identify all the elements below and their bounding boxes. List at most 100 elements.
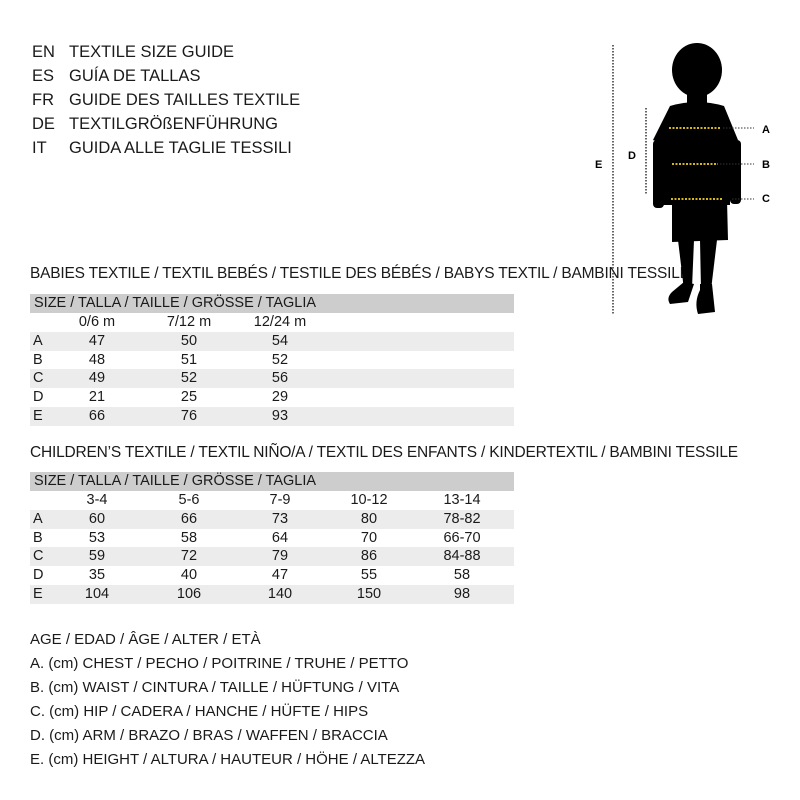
table-row: E 104 106 140 150 98	[30, 584, 514, 604]
table-cell: 66	[88, 407, 106, 424]
language-title: GUÍA DE TALLAS	[69, 67, 201, 85]
legend-line: B. (cm) WAIST / CINTURA / TAILLE / HÜFTU…	[30, 679, 400, 696]
size-header-bar: SIZE / TALLA / TAILLE / GRÖSSE / TAGLIA	[30, 472, 514, 491]
table-cell: 93	[271, 407, 289, 424]
language-code: IT	[32, 139, 47, 157]
table-cell: 40	[180, 567, 198, 584]
column-header: 0/6 m	[78, 314, 116, 330]
table-cell: 150	[356, 585, 382, 602]
column-header: 10-12	[350, 492, 388, 508]
table-cell: 73	[271, 511, 289, 527]
column-header-row: 0/6 m 7/12 m 12/24 m	[30, 313, 514, 332]
table-cell: 72	[180, 548, 198, 565]
table-cell: 55	[360, 567, 378, 584]
table-row: A 47 50 54	[30, 332, 514, 351]
size-header-bar: SIZE / TALLA / TAILLE / GRÖSSE / TAGLIA	[30, 294, 514, 313]
table-cell: 50	[180, 333, 198, 349]
size-header-label: SIZE / TALLA / TAILLE / GRÖSSE / TAGLIA	[34, 473, 317, 489]
table-row: C 49 52 56	[30, 369, 514, 389]
table-cell: 21	[88, 389, 106, 406]
row-label: A	[33, 333, 43, 349]
table-cell: 98	[453, 585, 471, 602]
table-cell: 54	[271, 333, 289, 349]
table-cell: 76	[180, 407, 198, 424]
column-header: 3-4	[86, 492, 108, 508]
table-cell: 35	[88, 567, 106, 584]
legend-line: AGE / EDAD / ÂGE / ALTER / ETÀ	[30, 631, 261, 648]
language-code: FR	[32, 91, 54, 109]
table-cell: 80	[360, 511, 378, 527]
language-title: TEXTILGRÖßENFÜHRUNG	[69, 115, 279, 133]
table-cell: 52	[271, 351, 289, 368]
table-row: B 48 51 52	[30, 351, 514, 370]
column-header-row: 3-4 5-6 7-9 10-12 13-14	[30, 491, 514, 510]
row-label: B	[33, 351, 43, 368]
language-code: ES	[32, 67, 55, 85]
table-cell: 47	[271, 567, 289, 584]
column-header: 7/12 m	[166, 314, 212, 330]
table-row: D 35 40 47 55 58	[30, 566, 514, 585]
table-cell: 47	[88, 333, 106, 349]
table-cell: 64	[271, 529, 289, 546]
table-cell: 66-70	[443, 529, 481, 546]
table-cell: 53	[88, 529, 106, 546]
table-cell: 78-82	[443, 511, 481, 527]
child-silhouette-diagram: E D A B C	[595, 43, 770, 315]
row-label: E	[33, 585, 43, 602]
row-label: E	[33, 407, 43, 424]
language-title: GUIDE DES TAILLES TEXTILE	[69, 91, 301, 109]
row-label: B	[33, 529, 43, 546]
legend-line: D. (cm) ARM / BRAZO / BRAS / WAFFEN / BR…	[30, 727, 388, 744]
babies-heading: BABIES TEXTILE / TEXTIL BEBÉS / TESTILE …	[30, 265, 690, 282]
table-cell: 58	[180, 529, 198, 546]
table-cell: 59	[88, 548, 106, 565]
size-header-label: SIZE / TALLA / TAILLE / GRÖSSE / TAGLIA	[34, 295, 317, 311]
label-e: E	[595, 159, 602, 171]
table-cell: 25	[180, 389, 198, 406]
table-row: B 53 58 64 70 66-70	[30, 529, 514, 548]
column-header: 12/24 m	[253, 314, 307, 330]
table-cell: 51	[180, 351, 198, 368]
table-row: A 60 66 73 80 78-82	[30, 510, 514, 529]
table-cell: 56	[271, 370, 289, 387]
table-row: E 66 76 93	[30, 406, 514, 426]
table-row: C 59 72 79 86 84-88	[30, 547, 514, 567]
language-title: TEXTILE SIZE GUIDE	[69, 43, 235, 61]
row-label: A	[33, 511, 43, 527]
child-silhouette-icon	[653, 43, 741, 314]
table-cell: 84-88	[443, 548, 481, 565]
label-d: D	[628, 150, 636, 162]
legend-line: C. (cm) HIP / CADERA / HANCHE / HÜFTE / …	[30, 703, 369, 720]
table-cell: 79	[271, 548, 289, 565]
legend-line: A. (cm) CHEST / PECHO / POITRINE / TRUHE…	[30, 655, 409, 672]
table-cell: 48	[88, 351, 106, 368]
table-cell: 49	[88, 370, 106, 387]
table-cell: 104	[84, 585, 110, 602]
row-label: D	[33, 567, 44, 584]
row-label: C	[33, 370, 44, 387]
table-cell: 29	[271, 389, 289, 406]
table-cell: 58	[453, 567, 471, 584]
language-code: DE	[32, 115, 55, 133]
table-cell: 66	[180, 511, 198, 527]
table-cell: 52	[180, 370, 198, 387]
language-title: GUIDA ALLE TAGLIE TESSILI	[69, 139, 292, 157]
label-a: A	[762, 124, 770, 136]
table-cell: 60	[88, 511, 106, 527]
table-cell: 106	[176, 585, 202, 602]
column-header: 7-9	[269, 492, 291, 508]
table-row: D 21 25 29	[30, 388, 514, 407]
row-label: D	[33, 389, 44, 406]
column-header: 5-6	[178, 492, 200, 508]
table-cell: 86	[360, 548, 378, 565]
legend-line: E. (cm) HEIGHT / ALTURA / HAUTEUR / HÖHE…	[30, 751, 426, 768]
children-heading: CHILDREN’S TEXTILE / TEXTIL NIÑO/A / TEX…	[30, 444, 738, 461]
label-c: C	[762, 193, 770, 205]
column-header: 13-14	[443, 492, 481, 508]
table-cell: 140	[267, 585, 293, 602]
row-label: C	[33, 548, 44, 565]
language-code: EN	[32, 43, 55, 61]
label-b: B	[762, 159, 770, 171]
table-cell: 70	[360, 529, 378, 546]
